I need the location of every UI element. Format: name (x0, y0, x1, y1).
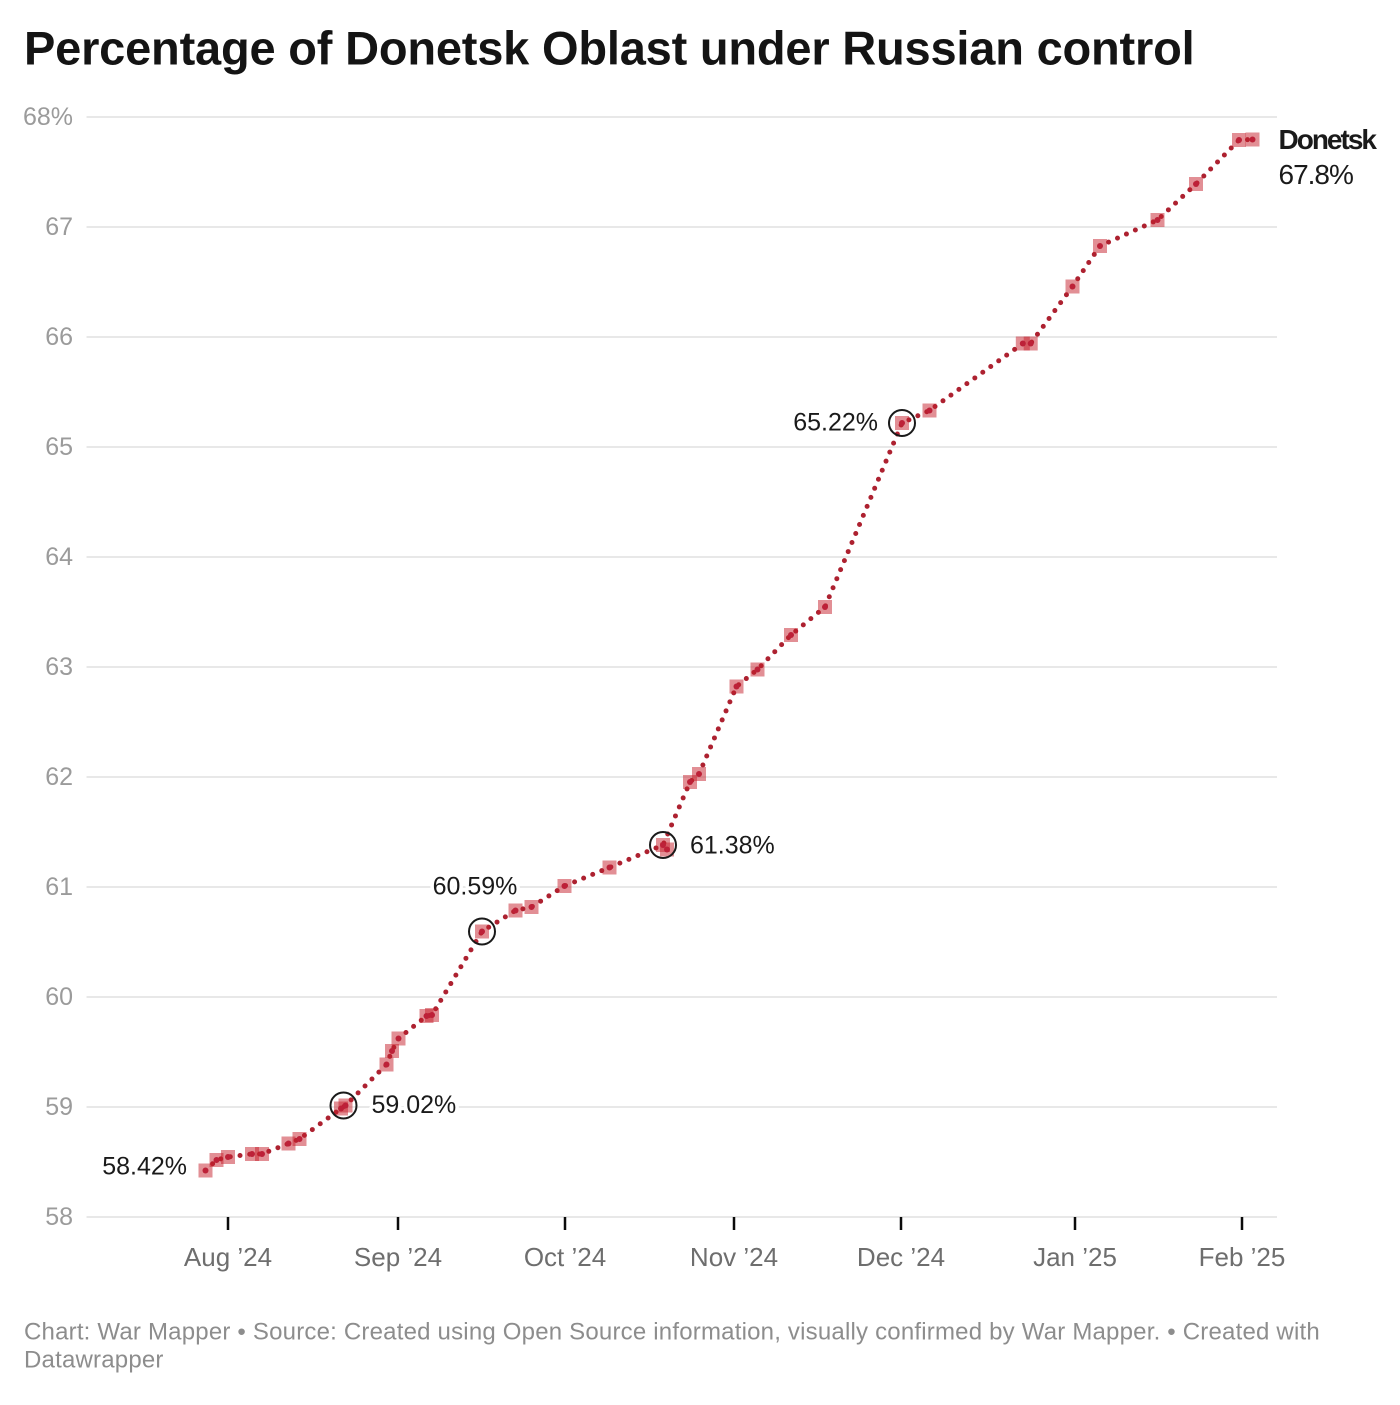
svg-text:59: 59 (45, 1093, 73, 1121)
svg-text:Aug ’24: Aug ’24 (184, 1242, 272, 1272)
svg-text:66: 66 (45, 323, 73, 351)
svg-text:Jan ’25: Jan ’25 (1033, 1242, 1117, 1272)
svg-text:Percentage of Donetsk Oblast u: Percentage of Donetsk Oblast under Russi… (24, 22, 1194, 75)
svg-text:64: 64 (45, 543, 73, 571)
svg-text:Donetsk: Donetsk (1279, 124, 1378, 155)
svg-text:60.59%: 60.59% (433, 873, 518, 901)
svg-text:65.22%: 65.22% (793, 409, 878, 437)
svg-text:Oct ’24: Oct ’24 (524, 1242, 606, 1272)
svg-text:62: 62 (45, 763, 73, 791)
svg-text:Feb ’25: Feb ’25 (1199, 1242, 1286, 1272)
svg-text:67: 67 (45, 213, 73, 241)
svg-text:Sep ’24: Sep ’24 (354, 1242, 442, 1272)
svg-text:61: 61 (45, 873, 73, 901)
svg-text:Datawrapper: Datawrapper (24, 1347, 164, 1374)
svg-text:Nov ’24: Nov ’24 (690, 1242, 778, 1272)
svg-text:Dec ’24: Dec ’24 (857, 1242, 945, 1272)
svg-text:65: 65 (45, 433, 73, 461)
svg-text:61.38%: 61.38% (690, 832, 775, 860)
svg-text:60: 60 (45, 983, 73, 1011)
svg-text:63: 63 (45, 653, 73, 681)
svg-text:68%: 68% (23, 103, 73, 131)
svg-text:58: 58 (45, 1203, 73, 1231)
svg-text:67.8%: 67.8% (1279, 159, 1353, 190)
svg-text:58.42%: 58.42% (102, 1153, 187, 1181)
svg-text:Chart: War Mapper • Source: Cr: Chart: War Mapper • Source: Created usin… (24, 1319, 1320, 1346)
svg-text:59.02%: 59.02% (372, 1091, 457, 1119)
